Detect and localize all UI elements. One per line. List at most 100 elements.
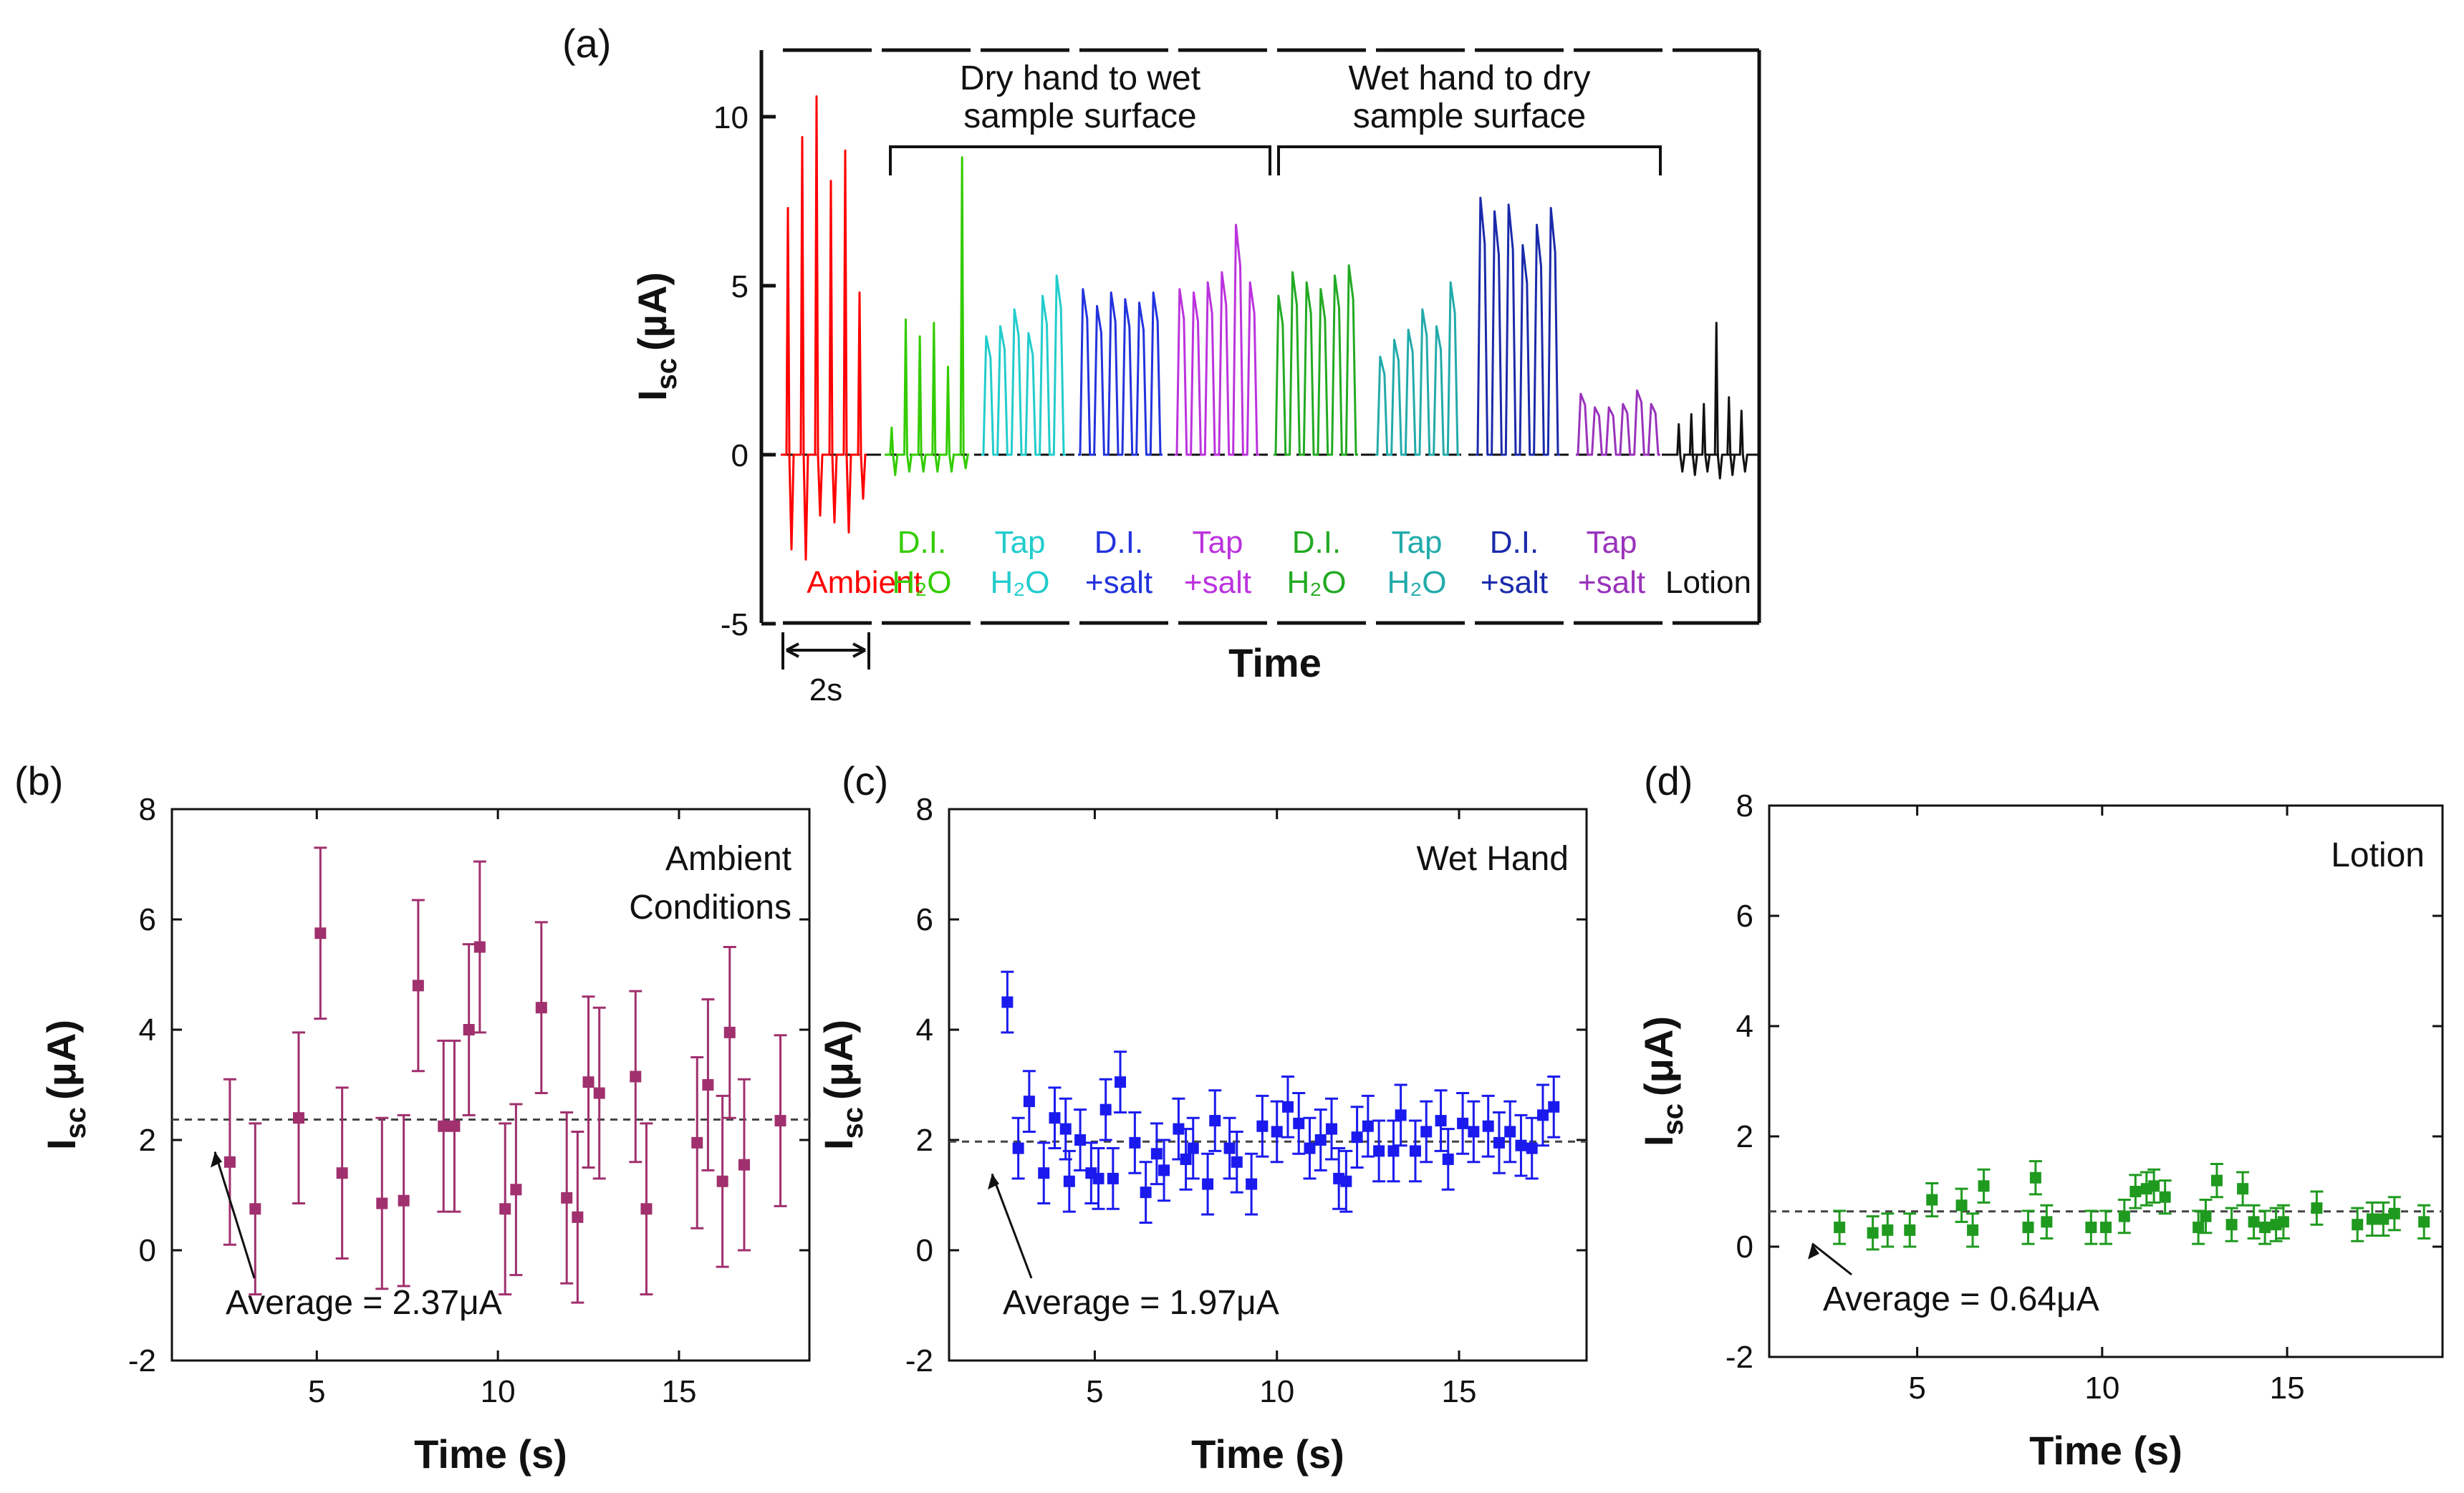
panel-c-data-point <box>1372 1119 1386 1183</box>
panel-b-data-point <box>582 995 595 1169</box>
trace-9-label-top: Tap <box>1587 525 1637 560</box>
trace-7-label-top: Tap <box>1392 525 1443 560</box>
marker <box>376 1197 388 1209</box>
panel-c-data-point <box>1037 1141 1051 1205</box>
trace-1-signal <box>781 95 867 561</box>
marker <box>1457 1117 1469 1129</box>
panel-b-ylabel-sub: sc <box>60 1107 92 1139</box>
trace-7-signal <box>1375 281 1460 456</box>
marker <box>2259 1222 2271 1234</box>
panel-d-ylabel-main: I <box>1636 1135 1681 1146</box>
marker <box>1904 1224 1916 1236</box>
marker <box>593 1087 605 1099</box>
panel-b-data-point <box>690 1056 704 1229</box>
marker <box>1340 1175 1352 1187</box>
panel-b-data-point <box>314 846 327 1020</box>
marker <box>1001 996 1014 1008</box>
panel-c-xtick-label: 5 <box>1086 1374 1103 1409</box>
marker <box>1150 1148 1163 1160</box>
marker <box>473 941 486 953</box>
panel-c-data-point <box>1128 1111 1142 1174</box>
panel-d-label: (d) <box>1644 758 1693 803</box>
panel-c-data-point <box>1361 1094 1375 1158</box>
marker <box>582 1076 595 1088</box>
panel-c-xtick-label: 15 <box>1442 1374 1477 1409</box>
panel-b-ylabel-main: I <box>39 1139 84 1150</box>
marker <box>2118 1210 2130 1222</box>
marker <box>2129 1186 2142 1197</box>
panel-c-data-point <box>1201 1152 1215 1216</box>
panel-d-data-point <box>2099 1209 2112 1245</box>
panel-a-label: (a) <box>562 21 611 66</box>
marker <box>1493 1136 1505 1149</box>
panel-d-data-point <box>1925 1182 1939 1218</box>
marker <box>1202 1178 1214 1190</box>
panel-d-ytick-label: 8 <box>1736 788 1753 823</box>
panel-d-average-arrowhead <box>1808 1243 1819 1260</box>
marker <box>2237 1183 2249 1195</box>
marker <box>1099 1103 1112 1116</box>
panel-d-data-point <box>2158 1179 2172 1215</box>
marker <box>723 1026 736 1038</box>
panel-c-data-point <box>1525 1116 1539 1180</box>
panel-b-data-point <box>249 1122 262 1296</box>
marker <box>2041 1216 2053 1228</box>
panel-b-xtick-label: 10 <box>481 1374 516 1409</box>
panel-b-ylabel: Isc (μA) <box>39 1020 92 1150</box>
panel-d-data-point <box>2199 1199 2213 1234</box>
panel-c-data-point <box>1536 1083 1549 1147</box>
marker <box>1882 1224 1894 1236</box>
panel-d-data-point <box>2258 1209 2272 1245</box>
panel-b-ytick-label: -2 <box>128 1343 156 1378</box>
panel-d-data-point <box>2387 1196 2401 1232</box>
marker <box>1158 1164 1170 1176</box>
marker <box>1038 1167 1050 1179</box>
panel-d-frame <box>1768 804 2444 1358</box>
panel-d-xlabel: Time (s) <box>2029 1428 2183 1473</box>
marker <box>510 1184 522 1196</box>
panel-d-data-point <box>1955 1187 1968 1223</box>
panel-c-data-point <box>1208 1089 1222 1152</box>
marker <box>1468 1126 1480 1138</box>
panel-c-average-label: Average = 1.97μA <box>1003 1284 1279 1322</box>
panel-b-data-point <box>701 998 715 1171</box>
trace-8-label-bottom: +salt <box>1481 565 1548 600</box>
marker <box>2029 1171 2041 1184</box>
panel-b-data-point <box>292 1031 305 1205</box>
bracket-1-label-line2: sample surface <box>963 97 1196 135</box>
marker <box>1420 1126 1433 1138</box>
panel-b-data-point <box>223 1078 236 1246</box>
trace-3 <box>981 274 1066 456</box>
panel-d-ylabel-unit: (μA) <box>1636 1016 1681 1096</box>
panel-d-annotation: Lotion <box>2331 836 2425 874</box>
panel-d-data-point <box>2129 1174 2142 1209</box>
panel-a-ylabel-main: I <box>630 390 675 401</box>
trace-3-label-top: Tap <box>995 525 1046 560</box>
panel-b-annotation: Conditions <box>629 889 791 927</box>
panel-d-data-point <box>1866 1215 1880 1251</box>
marker <box>1967 1224 1979 1236</box>
panel-c-data-point <box>1420 1100 1433 1164</box>
panel-d-ylabel-sub: sc <box>1657 1103 1689 1136</box>
marker <box>630 1071 642 1083</box>
panel-c-data-point <box>1281 1075 1294 1139</box>
panel-a-ylabel-unit: (µA) <box>630 272 675 351</box>
trace-7-label-bottom: H₂O <box>1387 565 1446 600</box>
trace-2-label-bottom: H₂O <box>892 565 951 600</box>
panel-d-ytick-label: 0 <box>1736 1229 1753 1265</box>
panel-c-ylabel-main: I <box>816 1139 861 1150</box>
marker <box>499 1203 511 1215</box>
trace-1 <box>781 95 867 561</box>
marker <box>1023 1096 1035 1108</box>
panel-c-average-arrowhead <box>988 1174 999 1190</box>
marker <box>2100 1222 2112 1234</box>
marker <box>412 980 424 992</box>
panel-c-data-point <box>1256 1094 1269 1158</box>
panel-c-data-point <box>1434 1089 1448 1152</box>
marker <box>2311 1202 2323 1214</box>
panel-a-ylabel-sub: sc <box>651 358 683 390</box>
bracket-2 <box>1277 145 1662 175</box>
marker <box>1063 1175 1075 1187</box>
panel-d-data-point <box>1881 1212 1895 1248</box>
panel-b-data-point <box>571 1130 584 1304</box>
